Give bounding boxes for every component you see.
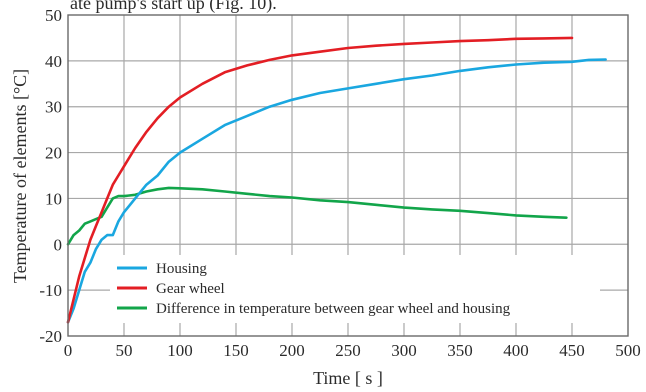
x-tick-label: 250: [335, 341, 361, 360]
series-line-3: [66, 186, 568, 246]
x-tick-label: 350: [447, 341, 473, 360]
series-line-2: [66, 36, 574, 324]
x-tick-label: 200: [279, 341, 305, 360]
legend: Housing Gear wheel Difference in temperatu…: [117, 261, 511, 317]
x-tick-label: 500: [615, 341, 641, 360]
x-tick-label: 300: [391, 341, 417, 360]
series-lines: [66, 36, 607, 324]
y-tick-label: 0: [54, 235, 63, 254]
plot-frame: [67, 14, 629, 337]
y-tick-label: -20: [39, 327, 62, 346]
y-tick-label: 20: [45, 144, 62, 163]
x-axis-ticks: 0 50 100 150 200 250 300 350 400 450 500: [64, 341, 641, 360]
y-tick-label: 50: [45, 6, 62, 25]
y-axis-ticks: -20 -10 0 10 20 30 40 50: [39, 6, 62, 346]
y-axis-title: Temperature of elements [°C]: [10, 69, 30, 283]
y-tick-label: 10: [45, 189, 62, 208]
legend-label-3: Difference in temperature between gear w…: [156, 301, 511, 317]
x-tick-label: 50: [116, 341, 133, 360]
legend-label-2: Gear wheel: [156, 281, 225, 297]
x-tick-label: 100: [167, 341, 193, 360]
y-tick-label: 30: [45, 98, 62, 117]
x-tick-label: 150: [223, 341, 249, 360]
x-tick-label: 450: [559, 341, 585, 360]
legend-box: [110, 255, 600, 323]
x-tick-label: 0: [64, 341, 73, 360]
x-axis-title: Time [ s ]: [313, 368, 383, 388]
legend-label-1: Housing: [156, 261, 207, 277]
clipped-header-text: ate pump's start up (Fig. 10).: [70, 0, 277, 14]
series-line-1: [66, 58, 607, 324]
y-tick-label: 40: [45, 52, 62, 71]
x-tick-label: 400: [503, 341, 529, 360]
y-tick-label: -10: [39, 281, 62, 300]
